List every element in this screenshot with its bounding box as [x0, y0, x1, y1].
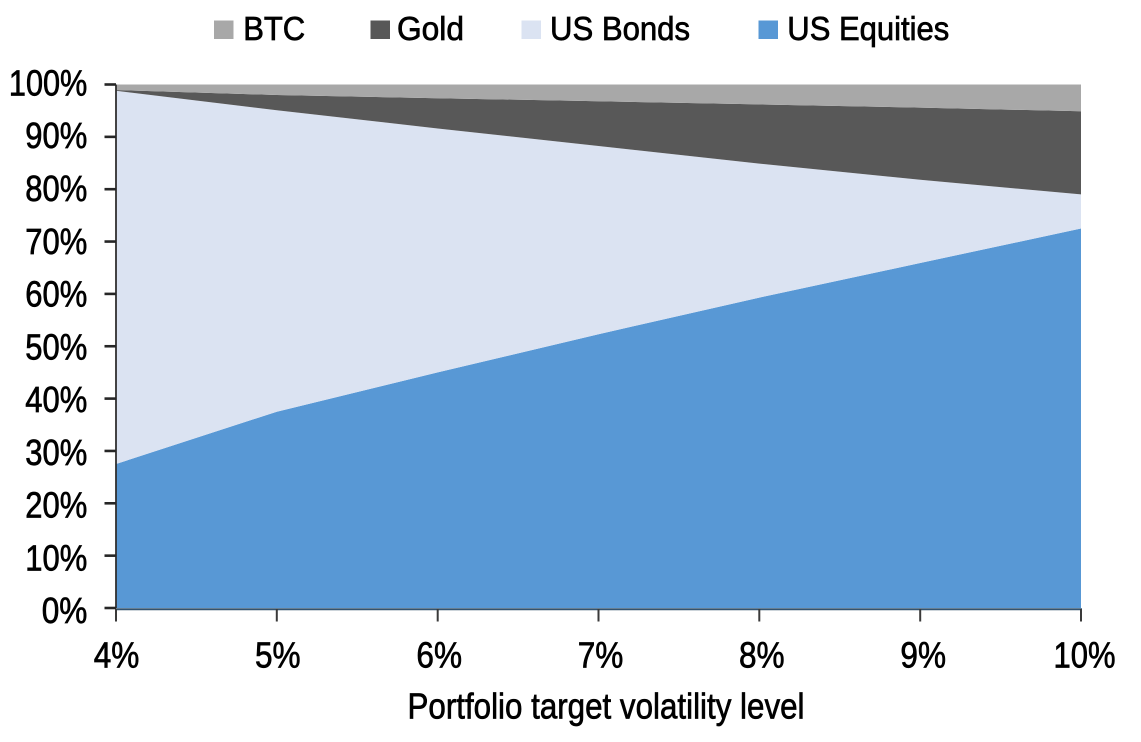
svg-text:5%: 5%	[255, 635, 301, 676]
svg-text:US Bonds: US Bonds	[550, 10, 690, 47]
svg-text:70%: 70%	[25, 221, 87, 262]
svg-text:BTC: BTC	[243, 10, 305, 47]
svg-text:8%: 8%	[739, 635, 785, 676]
svg-text:50%: 50%	[25, 326, 87, 367]
svg-text:10%: 10%	[1054, 635, 1116, 676]
svg-text:Gold: Gold	[397, 10, 464, 47]
svg-text:0%: 0%	[42, 590, 88, 631]
svg-text:100%: 100%	[9, 63, 87, 104]
svg-text:40%: 40%	[25, 379, 87, 420]
svg-text:30%: 30%	[25, 432, 87, 473]
svg-text:6%: 6%	[416, 635, 462, 676]
svg-text:US Equities: US Equities	[787, 10, 949, 47]
svg-text:60%: 60%	[25, 274, 87, 315]
svg-text:90%: 90%	[25, 115, 87, 156]
svg-text:9%: 9%	[900, 635, 946, 676]
svg-text:4%: 4%	[94, 635, 140, 676]
svg-text:80%: 80%	[25, 168, 87, 209]
svg-text:10%: 10%	[25, 537, 87, 578]
svg-text:Portfolio target volatility le: Portfolio target volatility level	[408, 686, 805, 727]
svg-text:20%: 20%	[25, 485, 87, 526]
svg-text:7%: 7%	[578, 635, 624, 676]
